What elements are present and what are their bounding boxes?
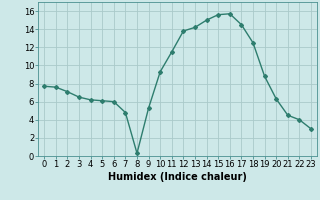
X-axis label: Humidex (Indice chaleur): Humidex (Indice chaleur): [108, 172, 247, 182]
